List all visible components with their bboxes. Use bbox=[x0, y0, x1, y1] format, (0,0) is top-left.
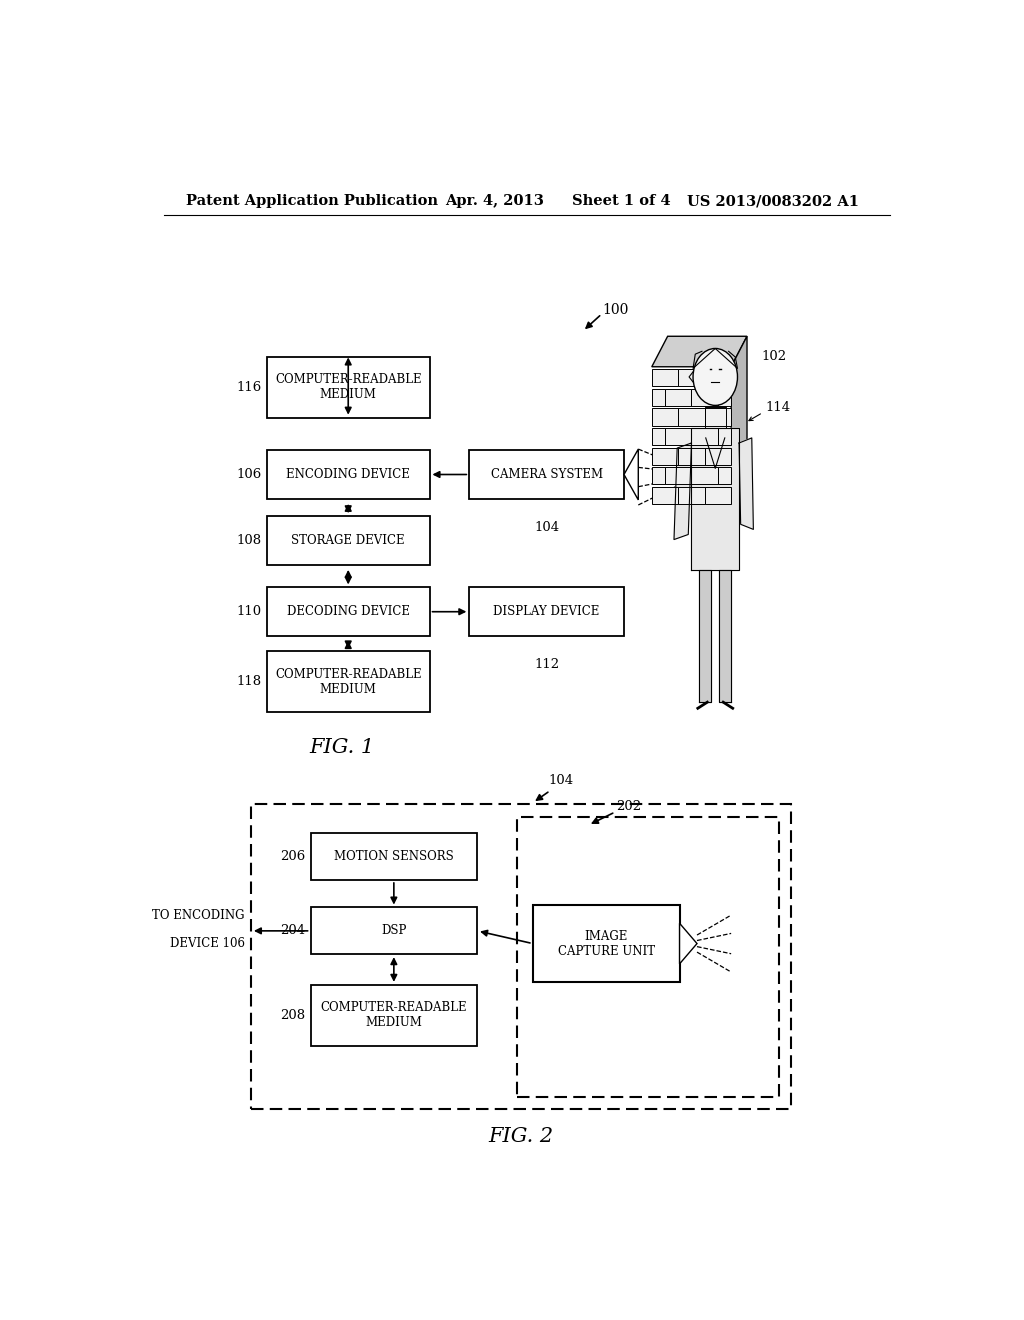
Text: Apr. 4, 2013: Apr. 4, 2013 bbox=[445, 194, 545, 209]
Text: TO ENCODING: TO ENCODING bbox=[153, 909, 245, 923]
FancyBboxPatch shape bbox=[517, 817, 779, 1097]
Text: STORAGE DEVICE: STORAGE DEVICE bbox=[292, 535, 406, 546]
Bar bbox=[652, 467, 665, 484]
Bar bbox=[678, 408, 705, 425]
Bar bbox=[652, 388, 665, 407]
Text: COMPUTER-READABLE
MEDIUM: COMPUTER-READABLE MEDIUM bbox=[274, 374, 422, 401]
Bar bbox=[718, 388, 731, 407]
Text: 202: 202 bbox=[616, 800, 641, 813]
FancyBboxPatch shape bbox=[532, 906, 680, 982]
PathPatch shape bbox=[624, 449, 638, 500]
Polygon shape bbox=[739, 438, 754, 529]
Text: ENCODING DEVICE: ENCODING DEVICE bbox=[287, 469, 411, 480]
Bar bbox=[691, 388, 718, 407]
Text: 204: 204 bbox=[280, 924, 305, 937]
FancyBboxPatch shape bbox=[267, 651, 430, 713]
Text: FIG. 2: FIG. 2 bbox=[488, 1127, 553, 1146]
Text: 106: 106 bbox=[237, 469, 261, 480]
Polygon shape bbox=[731, 337, 748, 504]
Bar bbox=[678, 487, 705, 504]
Bar bbox=[705, 487, 731, 504]
FancyBboxPatch shape bbox=[469, 587, 624, 636]
FancyBboxPatch shape bbox=[267, 356, 430, 417]
Polygon shape bbox=[691, 428, 739, 570]
FancyBboxPatch shape bbox=[469, 450, 624, 499]
Bar bbox=[665, 388, 691, 407]
Text: 100: 100 bbox=[602, 302, 629, 317]
Circle shape bbox=[693, 348, 737, 405]
Text: DISPLAY DEVICE: DISPLAY DEVICE bbox=[494, 605, 600, 618]
Polygon shape bbox=[699, 570, 712, 702]
Text: 118: 118 bbox=[237, 676, 261, 688]
Bar bbox=[665, 428, 691, 445]
Text: 112: 112 bbox=[535, 659, 559, 672]
FancyBboxPatch shape bbox=[251, 804, 791, 1109]
Text: 102: 102 bbox=[761, 350, 786, 363]
Text: COMPUTER-READABLE
MEDIUM: COMPUTER-READABLE MEDIUM bbox=[274, 668, 422, 696]
Text: 104: 104 bbox=[549, 774, 573, 787]
Bar bbox=[705, 370, 731, 387]
Bar bbox=[665, 467, 691, 484]
Bar bbox=[691, 428, 718, 445]
Text: 110: 110 bbox=[237, 605, 261, 618]
Polygon shape bbox=[674, 444, 691, 540]
Bar bbox=[691, 467, 718, 484]
Text: 108: 108 bbox=[237, 535, 261, 546]
FancyBboxPatch shape bbox=[267, 516, 430, 565]
Text: Sheet 1 of 4: Sheet 1 of 4 bbox=[572, 194, 671, 209]
FancyBboxPatch shape bbox=[310, 985, 477, 1045]
Text: DEVICE 106: DEVICE 106 bbox=[170, 937, 245, 949]
Text: COMPUTER-READABLE
MEDIUM: COMPUTER-READABLE MEDIUM bbox=[321, 1002, 467, 1030]
Text: DECODING DEVICE: DECODING DEVICE bbox=[287, 605, 410, 618]
Bar bbox=[678, 370, 705, 387]
Bar bbox=[652, 370, 678, 387]
Bar bbox=[652, 447, 678, 465]
Polygon shape bbox=[705, 408, 726, 428]
Text: 104: 104 bbox=[535, 521, 559, 535]
Bar bbox=[705, 408, 731, 425]
FancyBboxPatch shape bbox=[267, 587, 430, 636]
Text: Patent Application Publication: Patent Application Publication bbox=[186, 194, 438, 209]
Bar bbox=[705, 447, 731, 465]
FancyBboxPatch shape bbox=[310, 833, 477, 880]
FancyBboxPatch shape bbox=[267, 450, 430, 499]
Text: FIG. 1: FIG. 1 bbox=[309, 738, 375, 758]
Text: 114: 114 bbox=[765, 401, 791, 414]
Text: DSP: DSP bbox=[381, 924, 407, 937]
Bar bbox=[718, 467, 731, 484]
Text: CAMERA SYSTEM: CAMERA SYSTEM bbox=[490, 469, 603, 480]
Bar bbox=[652, 487, 678, 504]
Bar bbox=[652, 408, 678, 425]
Text: US 2013/0083202 A1: US 2013/0083202 A1 bbox=[687, 194, 859, 209]
Polygon shape bbox=[719, 570, 731, 702]
Text: 206: 206 bbox=[280, 850, 305, 863]
FancyBboxPatch shape bbox=[310, 907, 477, 954]
Text: 116: 116 bbox=[237, 380, 261, 393]
Bar bbox=[718, 428, 731, 445]
Text: 208: 208 bbox=[280, 1008, 305, 1022]
Polygon shape bbox=[652, 337, 748, 367]
Bar bbox=[678, 447, 705, 465]
Polygon shape bbox=[680, 923, 697, 964]
Text: IMAGE
CAPTURE UNIT: IMAGE CAPTURE UNIT bbox=[558, 929, 654, 957]
Text: MOTION SENSORS: MOTION SENSORS bbox=[334, 850, 454, 863]
Bar bbox=[652, 428, 665, 445]
